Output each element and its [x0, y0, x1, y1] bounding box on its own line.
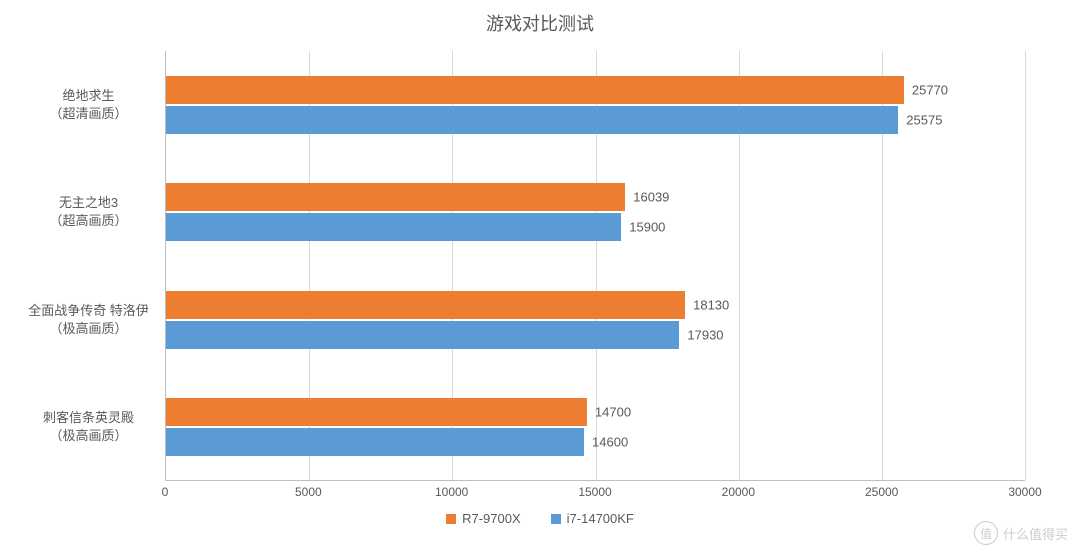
legend: R7-9700X i7-14700KF: [20, 511, 1060, 526]
bar: 15900: [166, 213, 621, 241]
watermark: 值 什么值得买: [974, 521, 1068, 545]
bar: 14700: [166, 398, 587, 426]
legend-label: R7-9700X: [462, 511, 521, 526]
bar: 17930: [166, 321, 679, 349]
x-tick-label: 0: [162, 485, 169, 499]
x-axis: 050001000015000200002500030000: [165, 481, 1025, 501]
bar-value-label: 18130: [685, 297, 729, 312]
legend-swatch: [551, 514, 561, 524]
category-label: 无主之地3（超高画质）: [21, 194, 166, 230]
category-label: 刺客信条英灵殿（极高画质）: [21, 409, 166, 445]
chart-title: 游戏对比测试: [20, 10, 1060, 36]
bar: 25575: [166, 106, 898, 134]
category-label: 全面战争传奇 特洛伊（极高画质）: [21, 302, 166, 338]
x-tick-label: 25000: [865, 485, 898, 499]
bar-value-label: 25575: [898, 112, 942, 127]
legend-label: i7-14700KF: [567, 511, 634, 526]
category-group: 全面战争传奇 特洛伊（极高画质）1813017930: [166, 266, 1025, 374]
legend-item: R7-9700X: [446, 511, 521, 526]
bar: 14600: [166, 428, 584, 456]
bar-value-label: 16039: [625, 190, 669, 205]
bar-value-label: 17930: [679, 327, 723, 342]
plot-area: 绝地求生（超清画质）2577025575无主之地3（超高画质）160391590…: [165, 51, 1025, 481]
chart-container: 游戏对比测试 绝地求生（超清画质）2577025575无主之地3（超高画质）16…: [0, 0, 1080, 557]
bar: 25770: [166, 76, 904, 104]
category-label: 绝地求生（超清画质）: [21, 87, 166, 123]
gridline: [1025, 51, 1026, 480]
legend-item: i7-14700KF: [551, 511, 634, 526]
bar: 16039: [166, 183, 625, 211]
bar-value-label: 25770: [904, 82, 948, 97]
bar: 18130: [166, 291, 685, 319]
bar-value-label: 15900: [621, 220, 665, 235]
category-group: 无主之地3（超高画质）1603915900: [166, 159, 1025, 267]
watermark-icon: 值: [974, 521, 998, 545]
watermark-text: 什么值得买: [1003, 524, 1068, 543]
bar-value-label: 14600: [584, 435, 628, 450]
x-tick-label: 30000: [1008, 485, 1041, 499]
category-group: 绝地求生（超清画质）2577025575: [166, 51, 1025, 159]
legend-swatch: [446, 514, 456, 524]
x-tick-label: 20000: [722, 485, 755, 499]
bar-value-label: 14700: [587, 405, 631, 420]
x-tick-label: 15000: [578, 485, 611, 499]
category-group: 刺客信条英灵殿（极高画质）1470014600: [166, 374, 1025, 482]
x-tick-label: 10000: [435, 485, 468, 499]
x-tick-label: 5000: [295, 485, 322, 499]
